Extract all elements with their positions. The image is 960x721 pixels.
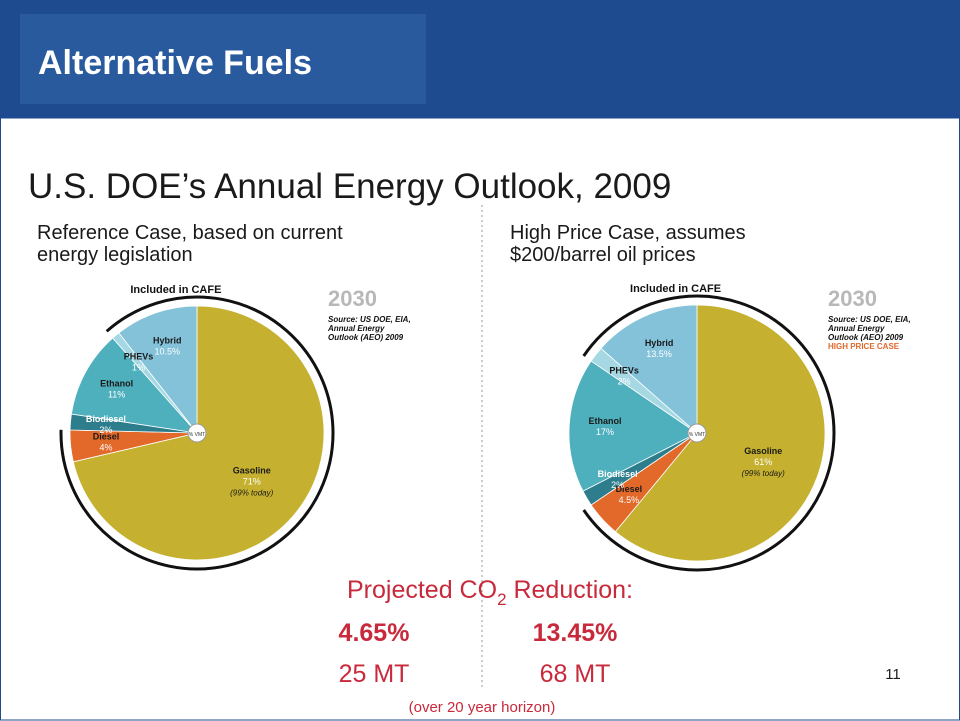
source-note: Annual Energy	[327, 324, 385, 333]
source-note: Outlook (AEO) 2009	[828, 333, 904, 342]
right-caption: $200/barrel oil prices	[510, 244, 696, 266]
slice-value-label: 4%	[100, 442, 113, 452]
slice-value-label: 2%	[99, 425, 112, 435]
pie-slice	[614, 304, 826, 562]
reduction-suffix: Reduction:	[507, 576, 633, 604]
cafe-arc	[582, 294, 836, 572]
source-note: Source: US DOE, EIA,	[328, 315, 411, 324]
cafe-arc	[59, 295, 335, 571]
slice-label: Gasoline	[744, 446, 782, 456]
left-percent: 4.65%	[339, 619, 410, 647]
reduction-prefix: Projected CO	[347, 576, 497, 604]
slice-value-label: 10.5%	[154, 347, 180, 357]
left-caption: Reference Case, based on current	[37, 222, 343, 244]
slice-value-label: 13.5%	[646, 349, 672, 359]
left-caption: energy legislation	[37, 244, 193, 266]
center-disc	[187, 423, 207, 443]
slice-label: PHEVs	[609, 366, 639, 376]
slice-label: Diesel	[93, 431, 120, 441]
slice-label: Biodiesel	[86, 414, 126, 424]
title-box	[20, 14, 426, 104]
slice-annotation: (99% today)	[742, 469, 785, 478]
slide-subtitle: U.S. DOE’s Annual Energy Outlook, 2009	[28, 167, 671, 206]
slice-label: Gasoline	[233, 465, 271, 475]
slice-value-label: 71%	[243, 476, 261, 486]
source-note: Outlook (AEO) 2009	[328, 333, 404, 342]
source-note: Source: US DOE, EIA,	[828, 315, 911, 324]
slice-label: Hybrid	[153, 336, 182, 346]
pie-slice	[600, 304, 698, 434]
slice-label: Biodiesel	[598, 469, 638, 479]
cafe-label: Included in CAFE	[130, 284, 221, 296]
slice-label: Diesel	[616, 484, 643, 494]
slice-value-label: 17%	[596, 427, 614, 437]
source-note: Annual Energy	[827, 324, 885, 333]
slice-value-label: 11%	[108, 389, 125, 399]
center-label: % VMT	[689, 432, 705, 438]
reduction-subscript: 2	[497, 590, 506, 609]
right-caption: High Price Case, assumes	[510, 222, 746, 244]
left-amount: 25 MT	[339, 660, 410, 688]
right-amount: 68 MT	[540, 660, 611, 688]
page-number: 11	[885, 666, 901, 683]
pie-slice	[70, 337, 199, 434]
case-label: HIGH PRICE CASE	[828, 342, 900, 351]
slice-label: Ethanol	[589, 416, 622, 426]
slice-label: Hybrid	[645, 338, 674, 348]
pie-slice	[118, 305, 198, 435]
year-label: 2030	[828, 286, 877, 311]
slice-value-label: 1%	[132, 363, 145, 373]
reduction-heading: Projected CO2 Reduction:	[347, 576, 633, 609]
slice-value-label: 4.5%	[619, 495, 640, 505]
slice-value-label: 2%	[611, 480, 624, 490]
cafe-label: Included in CAFE	[630, 283, 721, 295]
slide-title: Alternative Fuels	[38, 44, 312, 82]
center-label: % VMT	[189, 432, 205, 438]
slice-label: PHEVs	[124, 352, 154, 362]
year-label: 2030	[328, 286, 377, 311]
right-percent: 13.45%	[533, 619, 618, 647]
slice-value-label: 2%	[618, 377, 631, 387]
pie-slice	[568, 360, 698, 492]
center-disc	[687, 423, 707, 443]
horizon-note: (over 20 year horizon)	[409, 699, 556, 716]
slice-label: Ethanol	[100, 378, 133, 388]
slice-annotation: (99% today)	[230, 488, 273, 497]
slice-value-label: 61%	[754, 457, 772, 467]
